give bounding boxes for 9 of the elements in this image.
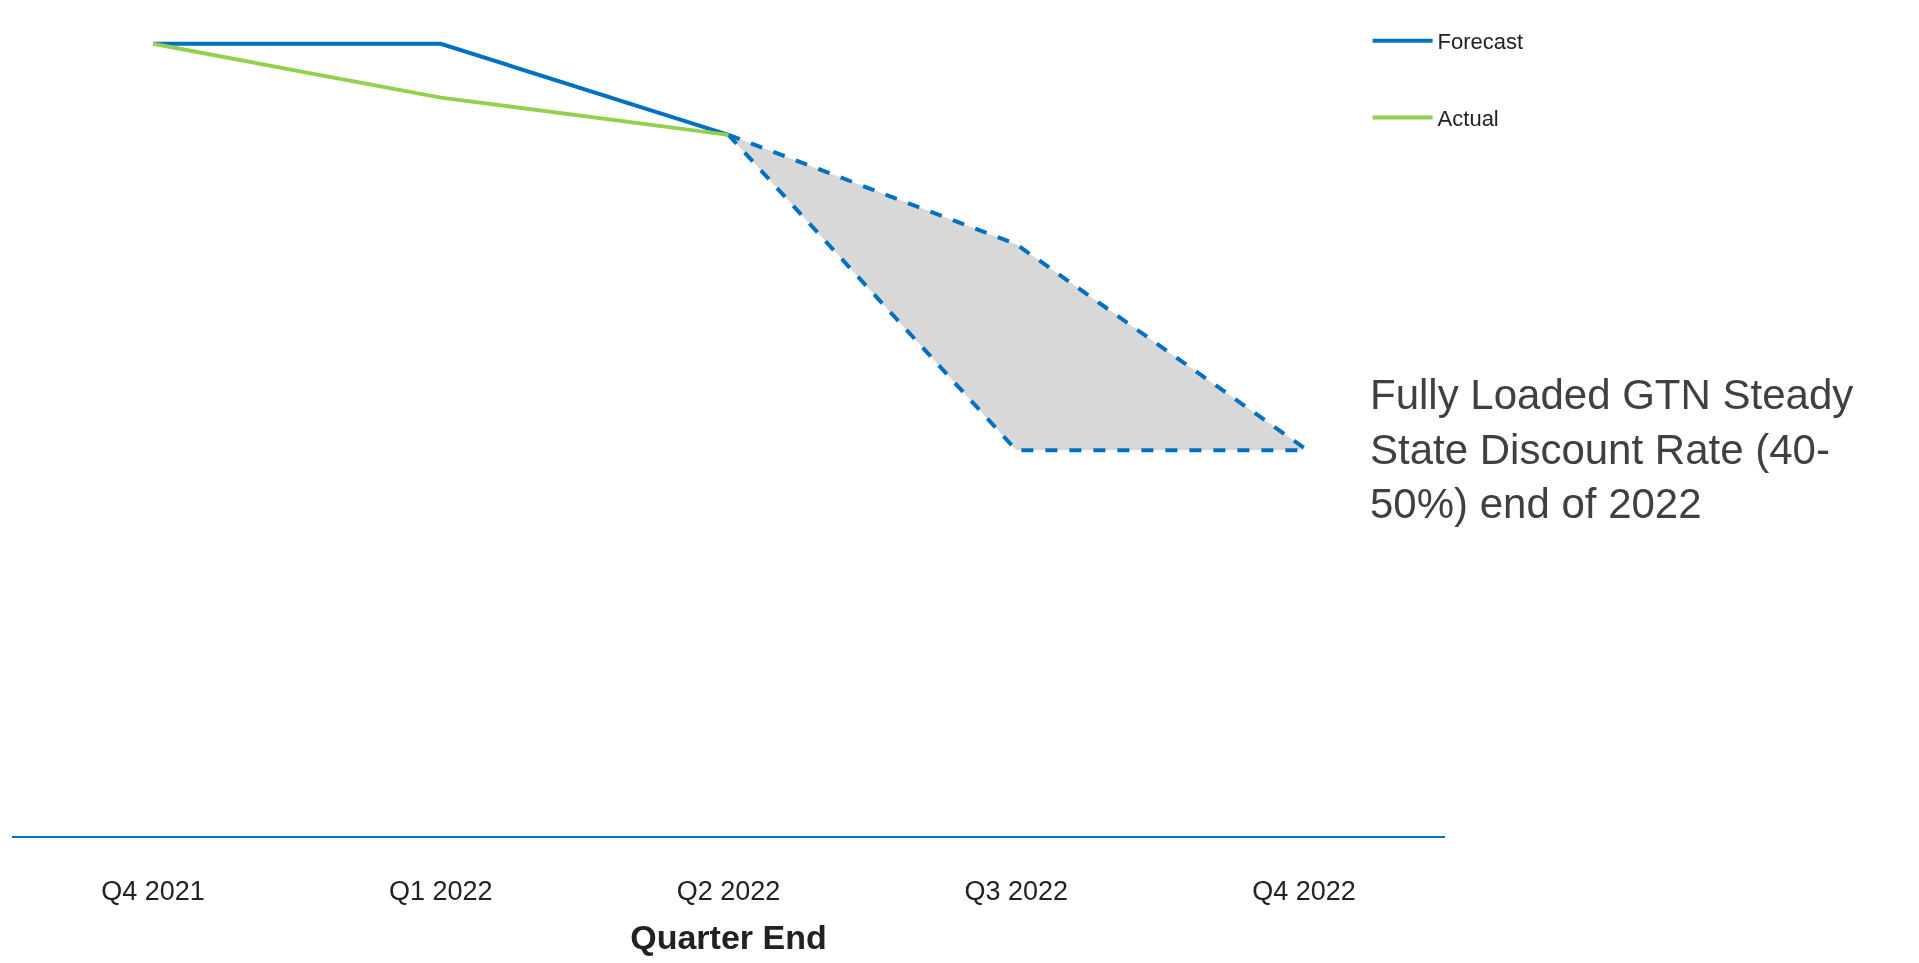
legend-label: Forecast bbox=[1437, 29, 1524, 55]
annotation: Fully Loaded GTN Steady State Discount Rate (40-50%) end of 2022 bbox=[1370, 371, 1854, 528]
x-tick-label: Q2 2022 bbox=[676, 876, 781, 907]
x-tick-label: Q3 2022 bbox=[964, 876, 1069, 907]
x-tick-label: Q4 2022 bbox=[1252, 876, 1356, 907]
x-tick-label: Q1 2022 bbox=[388, 876, 493, 907]
x-axis-title: Quarter End bbox=[630, 918, 827, 957]
legend-label: Actual bbox=[1437, 105, 1499, 131]
x-tick-label: Q4 2021 bbox=[101, 876, 205, 907]
